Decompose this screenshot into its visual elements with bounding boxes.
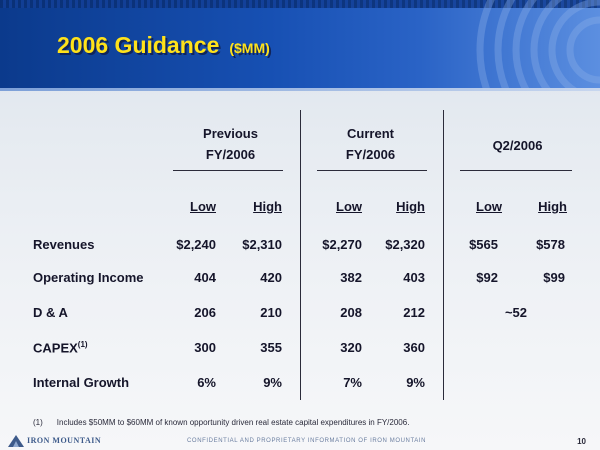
confidential-notice: CONFIDENTIAL AND PROPRIETARY INFORMATION… xyxy=(187,438,427,444)
table-cell: 6% xyxy=(197,375,216,390)
group-rule xyxy=(460,170,572,171)
row-label-text: CAPEX xyxy=(33,340,78,356)
table-cell: $565 xyxy=(469,237,498,252)
group-rule xyxy=(317,170,427,171)
table-cell: 206 xyxy=(194,305,216,320)
table-cell: 420 xyxy=(260,270,282,285)
group-header-current: Current FY/2006 xyxy=(308,123,433,165)
table-cell: 9% xyxy=(263,375,282,390)
table-cell: $2,270 xyxy=(322,237,362,252)
col-header-low: Low xyxy=(476,199,502,214)
header-stripe xyxy=(0,0,600,8)
group-line: Previous xyxy=(203,126,258,141)
group-rule xyxy=(173,170,283,171)
col-header-high: High xyxy=(253,199,282,214)
group-line: Q2/2006 xyxy=(492,138,543,153)
col-header-low: Low xyxy=(336,199,362,214)
group-line: FY/2006 xyxy=(345,147,396,162)
group-line: Current xyxy=(347,126,394,141)
table-row-revenues: Revenues $2,240 $2,310 $2,270 $2,320 $56… xyxy=(0,237,600,257)
header-divider xyxy=(0,88,600,91)
footnote-marker: (1) xyxy=(33,418,43,427)
row-label: CAPEX(1) xyxy=(33,340,88,355)
footnote: (1) Includes $50MM to $60MM of known opp… xyxy=(33,418,409,427)
group-header-q2: Q2/2006 xyxy=(455,135,580,156)
table-cell: $2,240 xyxy=(176,237,216,252)
table-row-internal-growth: Internal Growth 6% 9% 7% 9% xyxy=(0,375,600,395)
table-cell: $92 xyxy=(476,270,498,285)
column-divider xyxy=(300,110,301,400)
row-label: Revenues xyxy=(33,237,95,252)
row-label: Internal Growth xyxy=(33,375,130,390)
table-cell: 7% xyxy=(343,375,362,390)
row-label: Operating Income xyxy=(33,270,144,285)
table-cell: 212 xyxy=(403,305,425,320)
table-cell: 360 xyxy=(403,340,425,355)
title-main: 2006 Guidance xyxy=(57,32,220,58)
footnote-text: Includes $50MM to $60MM of known opportu… xyxy=(56,418,410,427)
col-header-high: High xyxy=(396,199,425,214)
group-header-previous: Previous FY/2006 xyxy=(168,123,293,165)
col-header-low: Low xyxy=(190,199,216,214)
table-cell: 9% xyxy=(406,375,425,390)
table-row-operating-income: Operating Income 404 420 382 403 $92 $99 xyxy=(0,270,600,290)
table-row-d-and-a: D & A 206 210 208 212 ~52 xyxy=(0,305,600,325)
title-unit: ($MM) xyxy=(229,40,270,56)
table-cell: 300 xyxy=(194,340,216,355)
decorative-arcs-icon xyxy=(476,0,600,88)
group-line: FY/2006 xyxy=(205,147,256,162)
table-cell: 208 xyxy=(340,305,362,320)
table-cell: 404 xyxy=(194,270,216,285)
slide-title: 2006 Guidance ($MM) xyxy=(57,32,270,59)
footnote-marker: (1) xyxy=(77,340,88,349)
table-row-capex: CAPEX(1) 300 355 320 360 xyxy=(0,340,600,360)
table-cell: 355 xyxy=(260,340,282,355)
slide-footer: IRON MOUNTAIN CONFIDENTIAL AND PROPRIETA… xyxy=(0,432,600,450)
table-cell: 382 xyxy=(340,270,362,285)
table-cell: $578 xyxy=(536,237,565,252)
page-number: 10 xyxy=(577,437,586,446)
mountain-logo-icon xyxy=(8,435,24,447)
table-cell: $99 xyxy=(543,270,565,285)
slide-header: 2006 Guidance ($MM) xyxy=(0,0,600,88)
column-divider xyxy=(443,110,444,400)
company-logo-text: IRON MOUNTAIN xyxy=(27,436,102,445)
table-cell: $2,310 xyxy=(242,237,282,252)
table-cell: $2,320 xyxy=(385,237,425,252)
table-cell: 320 xyxy=(340,340,362,355)
col-header-high: High xyxy=(538,199,567,214)
table-cell-span: ~52 xyxy=(504,305,528,320)
row-label: D & A xyxy=(33,305,68,320)
table-cell: 210 xyxy=(260,305,282,320)
table-cell: 403 xyxy=(403,270,425,285)
